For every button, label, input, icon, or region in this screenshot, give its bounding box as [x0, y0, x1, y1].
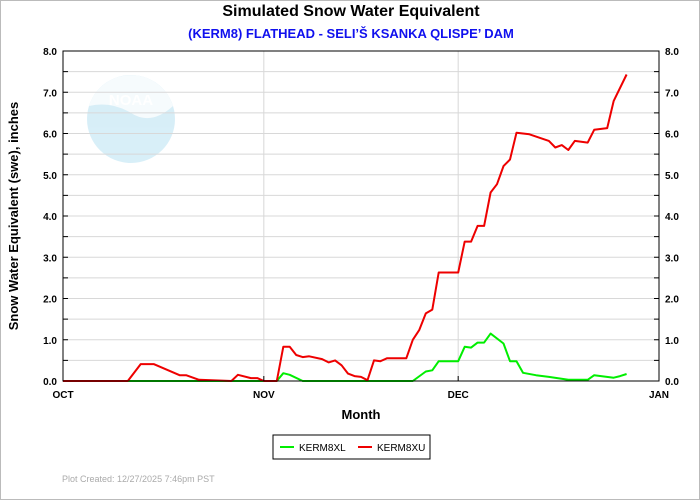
y-tick-label-right: 5.0: [665, 171, 679, 182]
y-tick-label-right: 8.0: [665, 47, 679, 58]
series-line-kerm8xu: [63, 74, 628, 382]
y-tick-label-right: 2.0: [665, 295, 679, 306]
y-tick-label-right: 6.0: [665, 130, 679, 141]
y-tick-label: 3.0: [43, 253, 57, 264]
y-tick-label: 4.0: [43, 212, 57, 223]
x-tick-label: OCT: [52, 390, 73, 401]
x-tick-label: JAN: [649, 390, 669, 401]
chart-title: Simulated Snow Water Equivalent: [222, 3, 480, 20]
y-tick-label-right: 4.0: [665, 212, 679, 223]
y-tick-label: 5.0: [43, 171, 57, 182]
plot-created-footer: Plot Created: 12/27/2025 7:46pm PST: [62, 474, 215, 484]
y-axis-label: Snow Water Equivalent (swe), inches: [6, 102, 21, 331]
legend: KERM8XL KERM8XU: [272, 434, 431, 460]
y-tick-label-right: 0.0: [665, 377, 679, 388]
y-tick-label: 1.0: [43, 336, 57, 347]
y-tick-label-right: 1.0: [665, 336, 679, 347]
y-tick-label: 2.0: [43, 295, 57, 306]
x-tick-label: DEC: [448, 390, 469, 401]
series-line-kerm8xl: [63, 332, 627, 382]
x-tick-label: NOV: [253, 390, 275, 401]
noaa-logo-text: NOAA: [109, 92, 153, 109]
noaa-logo: NOAA: [87, 75, 175, 163]
y-tick-label: 6.0: [43, 130, 57, 141]
y-tick-label-right: 3.0: [665, 253, 679, 264]
y-tick-label-right: 7.0: [665, 88, 679, 99]
y-tick-label: 8.0: [43, 47, 57, 58]
y-tick-label: 7.0: [43, 88, 57, 99]
chart-subtitle: (KERM8) FLATHEAD - SELI’Š KSANKA QLISPE’…: [188, 26, 514, 41]
legend-label-kerm8xl: KERM8XL: [299, 443, 346, 454]
x-axis-label: Month: [342, 407, 381, 422]
legend-label-kerm8xu: KERM8XU: [377, 443, 425, 454]
y-tick-label: 0.0: [43, 377, 57, 388]
